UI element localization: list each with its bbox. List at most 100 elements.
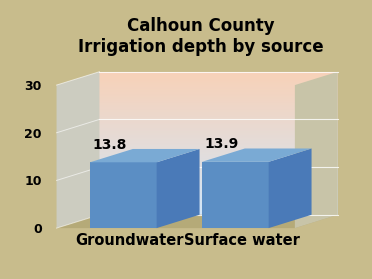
- Bar: [99, 83, 338, 84]
- Bar: [99, 106, 338, 107]
- Bar: [99, 115, 338, 116]
- Polygon shape: [202, 162, 269, 228]
- Bar: [99, 99, 338, 100]
- Bar: [99, 152, 338, 153]
- Bar: [99, 107, 338, 108]
- Bar: [99, 145, 338, 146]
- Bar: [99, 191, 338, 192]
- Bar: [99, 186, 338, 187]
- Bar: [99, 126, 338, 127]
- Bar: [99, 176, 338, 177]
- Bar: [99, 116, 338, 117]
- Bar: [99, 113, 338, 114]
- Bar: [99, 91, 338, 92]
- Bar: [99, 136, 338, 137]
- Bar: [99, 149, 338, 150]
- Bar: [99, 143, 338, 144]
- Bar: [99, 178, 338, 179]
- Bar: [99, 194, 338, 195]
- Bar: [99, 203, 338, 204]
- Bar: [99, 168, 338, 169]
- Bar: [99, 122, 338, 123]
- Bar: [99, 148, 338, 149]
- Bar: [99, 73, 338, 74]
- Bar: [99, 112, 338, 113]
- Bar: [99, 159, 338, 160]
- Bar: [99, 179, 338, 180]
- Bar: [99, 153, 338, 154]
- Polygon shape: [57, 72, 99, 228]
- Bar: [99, 132, 338, 133]
- Bar: [99, 133, 338, 134]
- Bar: [99, 150, 338, 151]
- Polygon shape: [157, 149, 199, 228]
- Bar: [99, 127, 338, 128]
- Bar: [99, 90, 338, 91]
- Bar: [99, 208, 338, 209]
- Bar: [99, 101, 338, 102]
- Bar: [99, 210, 338, 211]
- Bar: [99, 154, 338, 155]
- Bar: [99, 160, 338, 161]
- Bar: [99, 188, 338, 189]
- Bar: [99, 166, 338, 167]
- Bar: [99, 104, 338, 105]
- Bar: [99, 98, 338, 99]
- Bar: [99, 85, 338, 86]
- Bar: [99, 182, 338, 183]
- Bar: [99, 161, 338, 162]
- Bar: [99, 128, 338, 129]
- Polygon shape: [269, 148, 312, 228]
- Bar: [99, 95, 338, 96]
- Bar: [99, 88, 338, 89]
- Bar: [99, 72, 338, 73]
- Bar: [99, 146, 338, 147]
- Bar: [99, 79, 338, 80]
- Text: Surface water: Surface water: [184, 233, 300, 248]
- Bar: [99, 204, 338, 205]
- Bar: [99, 185, 338, 186]
- Bar: [99, 81, 338, 82]
- Bar: [99, 156, 338, 157]
- Bar: [99, 78, 338, 79]
- Bar: [99, 140, 338, 141]
- Polygon shape: [90, 162, 157, 228]
- Text: Groundwater: Groundwater: [76, 233, 184, 248]
- Text: 13.8: 13.8: [92, 138, 127, 152]
- Bar: [99, 173, 338, 174]
- Bar: [99, 170, 338, 171]
- Polygon shape: [90, 149, 199, 162]
- Bar: [99, 77, 338, 78]
- Bar: [99, 190, 338, 191]
- Bar: [99, 151, 338, 152]
- Bar: [99, 201, 338, 202]
- Bar: [99, 172, 338, 173]
- Bar: [99, 100, 338, 101]
- Bar: [99, 138, 338, 139]
- Bar: [99, 184, 338, 185]
- Bar: [99, 120, 338, 121]
- Bar: [99, 114, 338, 115]
- Bar: [99, 212, 338, 213]
- Bar: [99, 102, 338, 103]
- Bar: [99, 199, 338, 200]
- Bar: [99, 141, 338, 142]
- Bar: [99, 177, 338, 178]
- Bar: [99, 205, 338, 206]
- Bar: [99, 74, 338, 75]
- Bar: [99, 193, 338, 194]
- Bar: [99, 80, 338, 81]
- Bar: [99, 167, 338, 168]
- Bar: [99, 197, 338, 198]
- Bar: [99, 192, 338, 193]
- Bar: [99, 111, 338, 112]
- Bar: [99, 142, 338, 143]
- Bar: [99, 119, 338, 120]
- Bar: [99, 163, 338, 164]
- Bar: [99, 196, 338, 197]
- Bar: [99, 117, 338, 118]
- Bar: [99, 187, 338, 188]
- Bar: [99, 86, 338, 87]
- Bar: [99, 144, 338, 145]
- Text: Calhoun County
Irrigation depth by source: Calhoun County Irrigation depth by sourc…: [78, 17, 324, 56]
